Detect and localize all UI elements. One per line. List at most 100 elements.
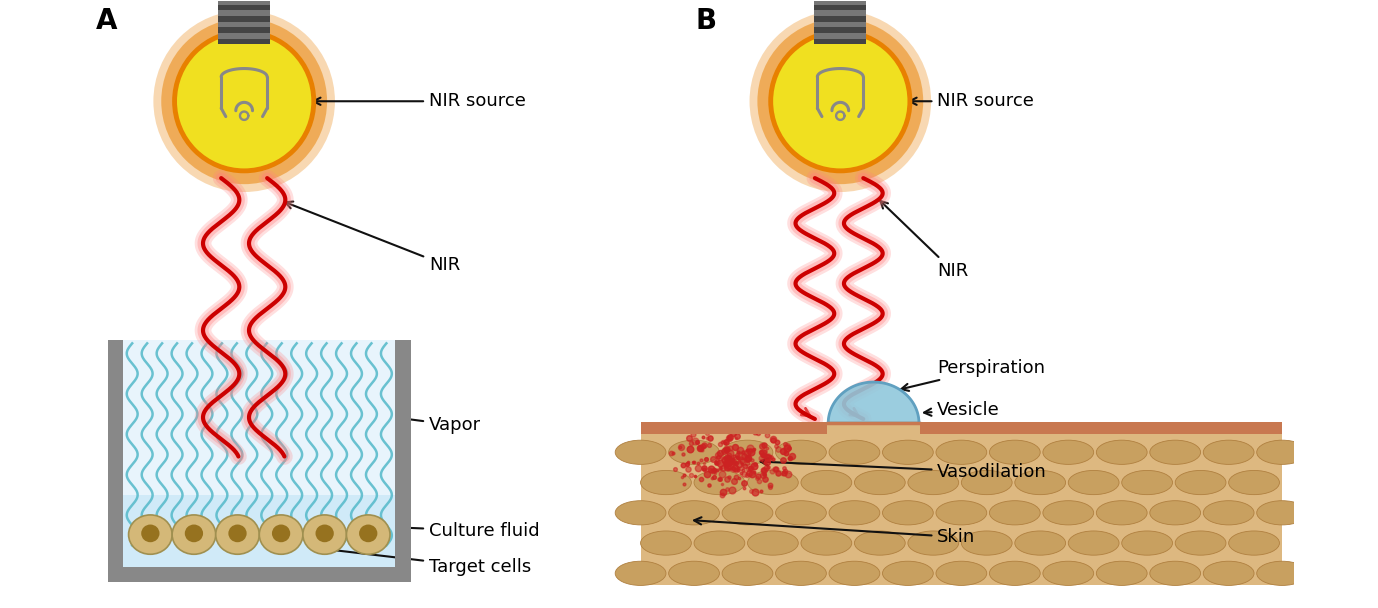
Bar [641,422,1282,586]
Bar [218,5,270,10]
Ellipse shape [989,440,1040,465]
Circle shape [161,18,327,184]
Ellipse shape [1257,501,1308,525]
Bar [814,5,867,10]
Ellipse shape [695,531,745,555]
Ellipse shape [303,515,346,554]
Bar [641,422,1282,434]
Ellipse shape [1043,561,1094,586]
Ellipse shape [668,501,719,525]
Ellipse shape [908,471,959,495]
Circle shape [175,32,314,171]
Ellipse shape [1043,440,1094,465]
Ellipse shape [936,561,987,586]
Bar [218,38,270,44]
Ellipse shape [1229,531,1279,555]
Ellipse shape [854,531,905,555]
Bar [814,0,867,44]
Ellipse shape [830,440,879,465]
Ellipse shape [141,525,160,542]
Bar [218,27,270,33]
Ellipse shape [882,501,933,525]
Ellipse shape [830,561,879,586]
Ellipse shape [962,531,1011,555]
Bar [123,340,395,495]
Ellipse shape [1203,440,1254,465]
Text: Target cells: Target cells [310,545,531,576]
Ellipse shape [1097,501,1146,525]
Ellipse shape [830,501,879,525]
Ellipse shape [128,515,172,554]
Bar [123,495,395,567]
Ellipse shape [989,501,1040,525]
Ellipse shape [615,501,666,525]
Ellipse shape [615,440,666,465]
Ellipse shape [962,471,1011,495]
Ellipse shape [1068,531,1119,555]
Text: NIR source: NIR source [909,92,1034,110]
Ellipse shape [1043,501,1094,525]
Text: A: A [96,7,117,35]
Ellipse shape [271,525,291,542]
Ellipse shape [1149,561,1200,586]
Ellipse shape [722,501,773,525]
Ellipse shape [1203,501,1254,525]
Circle shape [770,32,909,171]
Text: NIR: NIR [881,201,969,280]
Ellipse shape [1257,561,1308,586]
Ellipse shape [1097,440,1146,465]
Bar [107,567,411,582]
Ellipse shape [776,501,827,525]
Ellipse shape [641,531,692,555]
Bar [218,0,270,44]
Ellipse shape [989,561,1040,586]
Ellipse shape [1175,531,1226,555]
Ellipse shape [1122,531,1173,555]
Ellipse shape [776,440,827,465]
Ellipse shape [695,471,745,495]
Ellipse shape [229,525,247,542]
Ellipse shape [668,561,719,586]
Ellipse shape [1175,471,1226,495]
Ellipse shape [882,561,933,586]
Ellipse shape [1068,471,1119,495]
Ellipse shape [1014,471,1065,495]
Ellipse shape [882,440,933,465]
Circle shape [750,10,932,192]
Ellipse shape [801,531,852,555]
Circle shape [758,18,923,184]
Bar [814,27,867,33]
Ellipse shape [801,471,852,495]
Ellipse shape [936,440,987,465]
Ellipse shape [259,515,303,554]
Text: Perspiration: Perspiration [901,359,1045,391]
Ellipse shape [185,525,203,542]
Ellipse shape [1229,471,1279,495]
Text: Vasodilation: Vasodilation [761,458,1047,482]
Bar [107,340,123,582]
Text: Culture fluid: Culture fluid [401,522,539,540]
Circle shape [153,10,335,192]
Ellipse shape [1149,440,1200,465]
Ellipse shape [1014,531,1065,555]
Ellipse shape [854,471,905,495]
Ellipse shape [722,440,773,465]
Text: Vesicle: Vesicle [925,401,1000,419]
Text: B: B [695,7,717,35]
Ellipse shape [668,440,719,465]
Ellipse shape [1149,501,1200,525]
Ellipse shape [172,515,216,554]
Text: Vapor: Vapor [401,415,481,434]
Ellipse shape [1122,471,1173,495]
Bar [827,421,921,435]
Ellipse shape [615,561,666,586]
Bar [814,16,867,21]
Ellipse shape [936,501,987,525]
Ellipse shape [360,525,378,542]
Text: Skin: Skin [695,517,976,546]
Polygon shape [828,382,919,423]
Ellipse shape [722,561,773,586]
Bar [218,16,270,21]
Ellipse shape [316,525,333,542]
Ellipse shape [747,471,798,495]
